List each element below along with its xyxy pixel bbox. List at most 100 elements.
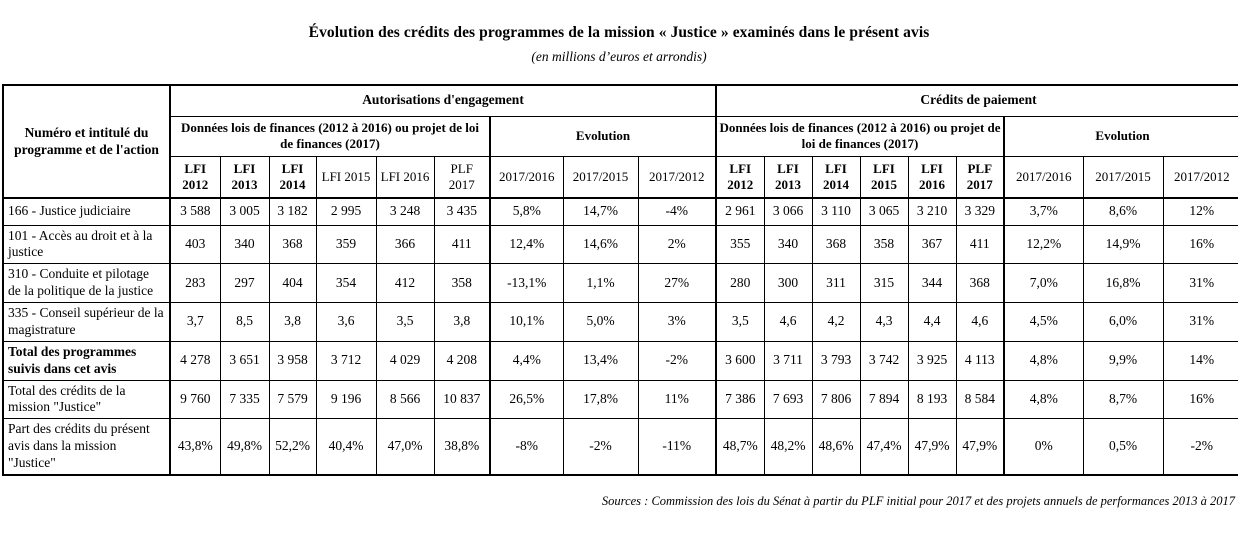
cell-ae_evolution-2017-2015: 14,7% xyxy=(562,197,639,226)
cell-cp-lfi-2013: 340 xyxy=(763,224,813,265)
cell-cp_evolution-2017-2015: 8,7% xyxy=(1082,379,1164,420)
cell-ae_evolution-2017-2012: -4% xyxy=(637,197,717,226)
cell-cp_evolution-2017-2016: 3,7% xyxy=(1003,197,1084,226)
cell-ae-lfi-2012: 283 xyxy=(169,263,221,303)
cell-ae-lfi-2014: 3,8 xyxy=(268,302,317,342)
cell-cp-lfi-2016: 344 xyxy=(907,263,957,303)
section-header-ae: Autorisations d'engagement xyxy=(169,84,717,117)
cell-cp-lfi-2015: 358 xyxy=(859,224,909,265)
cell-ae_evolution-2017-2015: -2% xyxy=(562,418,639,476)
row-label: Total des crédits de la mission "Justice… xyxy=(2,379,171,420)
row-label: 101 - Accès au droit et à la justice xyxy=(2,224,171,265)
cell-ae_evolution-2017-2016: 4,4% xyxy=(489,340,564,381)
row-label: 166 - Justice judiciaire xyxy=(2,197,171,226)
subheader-cp-evolution: Evolution xyxy=(1002,115,1238,157)
cell-cp_evolution-2017-2012: -2% xyxy=(1162,418,1238,476)
subheader-cp-data: Données lois de finances (2012 à 2016) o… xyxy=(715,115,1005,157)
col-header-ae-lfi-2012: LFI 2012 xyxy=(169,155,221,199)
row-label: Part des crédits du présent avis dans la… xyxy=(2,418,171,476)
cell-cp_evolution-2017-2012: 12% xyxy=(1162,197,1238,226)
col-header-cp-2017-2016: 2017/2016 xyxy=(1003,155,1084,199)
table-row: 310 - Conduite et pilotage de la politiq… xyxy=(2,263,1238,303)
cell-ae-plf-2017: 3 435 xyxy=(433,197,491,226)
cell-ae_evolution-2017-2012: 11% xyxy=(637,379,717,420)
cell-ae-lfi-2012: 9 760 xyxy=(169,379,221,420)
cell-ae_evolution-2017-2016: 26,5% xyxy=(489,379,564,420)
cell-ae-lfi-2015: 40,4% xyxy=(315,418,377,476)
col-header-cp-lfi-2014: LFI 2014 xyxy=(811,155,861,199)
section-header-cp: Crédits de paiement xyxy=(714,84,1238,117)
table-row: Total des crédits de la mission "Justice… xyxy=(2,379,1238,420)
cell-ae-lfi-2013: 340 xyxy=(219,224,270,265)
cell-ae-lfi-2014: 3 958 xyxy=(268,340,317,381)
table-row: 166 - Justice judiciaire 3 588 3 005 3 182 2… xyxy=(2,197,1238,226)
page: Évolution des crédits des programmes de … xyxy=(2,24,1238,508)
cell-cp-lfi-2012: 280 xyxy=(715,263,765,303)
cell-cp-lfi-2016: 3 925 xyxy=(907,340,957,381)
cell-ae-lfi-2014: 3 182 xyxy=(268,197,317,226)
cell-cp-plf-2017: 47,9% xyxy=(955,418,1005,476)
cell-ae-lfi-2016: 412 xyxy=(375,263,435,303)
col-header-ae-2017-2015: 2017/2015 xyxy=(562,155,639,199)
cell-ae_evolution-2017-2015: 13,4% xyxy=(562,340,639,381)
cell-ae_evolution-2017-2016: -13,1% xyxy=(489,263,564,303)
col-header-cp-lfi-2012: LFI 2012 xyxy=(715,155,765,199)
table-row: Total des programmes suivis dans cet avi… xyxy=(2,340,1238,381)
cell-cp-plf-2017: 368 xyxy=(955,263,1005,303)
cell-ae-lfi-2013: 3 005 xyxy=(219,197,270,226)
cell-ae-plf-2017: 10 837 xyxy=(433,379,491,420)
cell-cp-lfi-2012: 48,7% xyxy=(715,418,765,476)
cell-ae-lfi-2015: 3 712 xyxy=(315,340,377,381)
cell-ae-lfi-2013: 7 335 xyxy=(219,379,270,420)
cell-cp-lfi-2013: 300 xyxy=(763,263,813,303)
cell-cp-lfi-2016: 367 xyxy=(907,224,957,265)
cell-cp_evolution-2017-2012: 31% xyxy=(1162,302,1238,342)
cell-cp-lfi-2014: 4,2 xyxy=(811,302,861,342)
cell-ae-lfi-2014: 7 579 xyxy=(268,379,317,420)
col-header-ae-lfi-2016: LFI 2016 xyxy=(375,155,435,199)
cell-cp-lfi-2012: 3,5 xyxy=(715,302,765,342)
cell-cp_evolution-2017-2015: 14,9% xyxy=(1082,224,1164,265)
cell-cp-lfi-2014: 3 110 xyxy=(811,197,861,226)
cell-cp-lfi-2013: 48,2% xyxy=(763,418,813,476)
table-row: 335 - Conseil supérieur de la magistratu… xyxy=(2,302,1238,342)
col-header-cp-2017-2012: 2017/2012 xyxy=(1162,155,1238,199)
cell-cp-lfi-2012: 2 961 xyxy=(715,197,765,226)
cell-ae-lfi-2016: 4 029 xyxy=(375,340,435,381)
cell-cp_evolution-2017-2015: 9,9% xyxy=(1082,340,1164,381)
cell-ae-plf-2017: 3,8 xyxy=(433,302,491,342)
cell-cp_evolution-2017-2016: 4,8% xyxy=(1003,379,1084,420)
subheader-ae-evolution: Evolution xyxy=(489,115,717,157)
cell-ae-lfi-2013: 297 xyxy=(219,263,270,303)
cell-ae-plf-2017: 411 xyxy=(433,224,491,265)
cell-cp_evolution-2017-2012: 16% xyxy=(1162,379,1238,420)
cell-cp-lfi-2012: 7 386 xyxy=(715,379,765,420)
cell-ae_evolution-2017-2012: 2% xyxy=(637,224,717,265)
cell-ae-plf-2017: 358 xyxy=(433,263,491,303)
col-header-cp-lfi-2016: LFI 2016 xyxy=(907,155,957,199)
cell-cp-lfi-2013: 3 711 xyxy=(763,340,813,381)
cell-cp_evolution-2017-2012: 14% xyxy=(1162,340,1238,381)
col-header-ae-lfi-2014: LFI 2014 xyxy=(268,155,317,199)
col-header-cp-lfi-2013: LFI 2013 xyxy=(763,155,813,199)
cell-ae-lfi-2015: 2 995 xyxy=(315,197,377,226)
col-header-cp-lfi-2015: LFI 2015 xyxy=(859,155,909,199)
credits-table: Numéro et intitulé du programme et de l'… xyxy=(2,84,1238,476)
cell-ae_evolution-2017-2012: -11% xyxy=(637,418,717,476)
cell-cp-plf-2017: 4 113 xyxy=(955,340,1005,381)
cell-cp_evolution-2017-2012: 16% xyxy=(1162,224,1238,265)
cell-ae-lfi-2015: 354 xyxy=(315,263,377,303)
cell-cp-lfi-2015: 315 xyxy=(859,263,909,303)
cell-ae_evolution-2017-2015: 17,8% xyxy=(562,379,639,420)
cell-ae-lfi-2014: 404 xyxy=(268,263,317,303)
cell-cp-lfi-2013: 4,6 xyxy=(763,302,813,342)
cell-ae-plf-2017: 38,8% xyxy=(433,418,491,476)
cell-ae_evolution-2017-2016: 10,1% xyxy=(489,302,564,342)
cell-cp-lfi-2013: 3 066 xyxy=(763,197,813,226)
cell-ae_evolution-2017-2012: -2% xyxy=(637,340,717,381)
cell-ae-lfi-2016: 8 566 xyxy=(375,379,435,420)
cell-cp_evolution-2017-2015: 0,5% xyxy=(1082,418,1164,476)
cell-cp-lfi-2012: 3 600 xyxy=(715,340,765,381)
cell-ae-lfi-2016: 3 248 xyxy=(375,197,435,226)
cell-ae-lfi-2016: 3,5 xyxy=(375,302,435,342)
